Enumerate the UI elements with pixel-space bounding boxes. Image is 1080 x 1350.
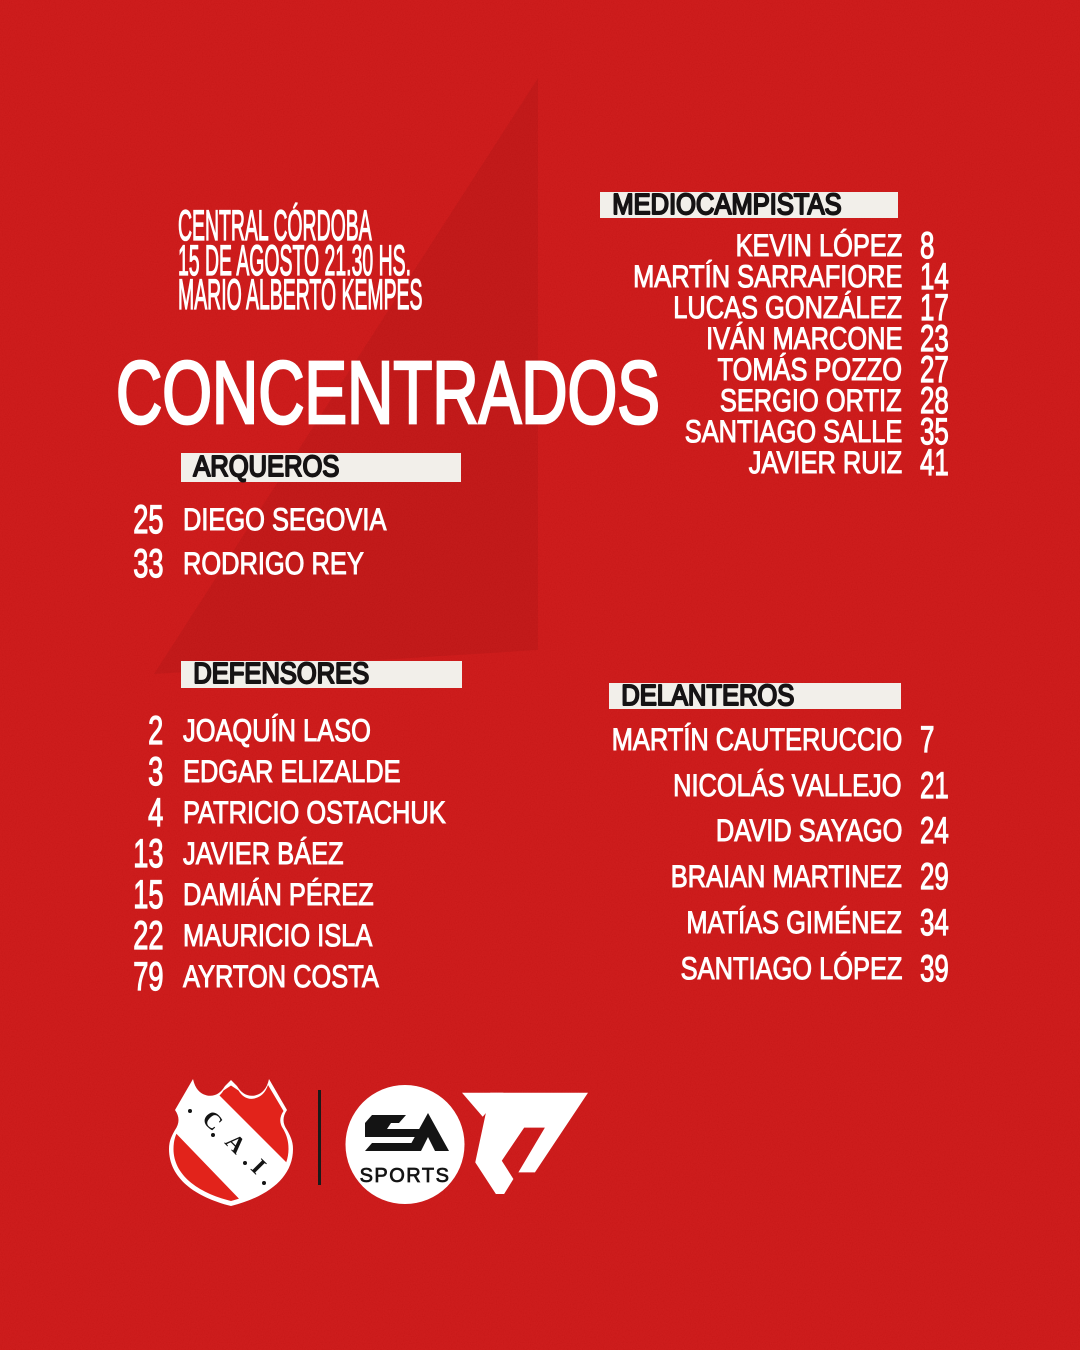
svg-text:SPORTS: SPORTS (360, 1165, 451, 1187)
